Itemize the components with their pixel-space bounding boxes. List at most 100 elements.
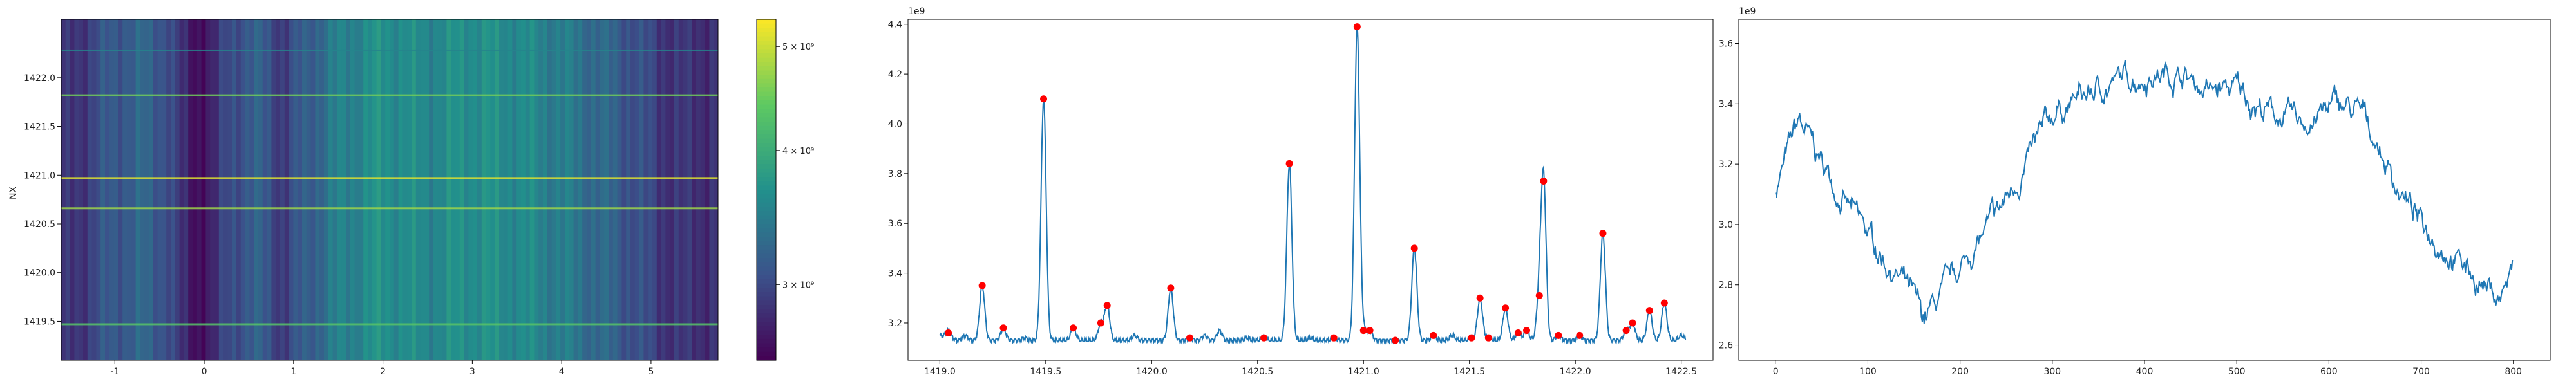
heatmap-column bbox=[687, 19, 692, 360]
colorbar-segment bbox=[757, 296, 776, 301]
heatmap-column bbox=[83, 19, 88, 360]
heatmap-column bbox=[157, 19, 162, 360]
timeseries-x-tick-label: 800 bbox=[2505, 367, 2522, 377]
colorbar-segment bbox=[757, 313, 776, 318]
colorbar-segment bbox=[757, 262, 776, 267]
heatmap-column bbox=[236, 19, 242, 360]
colorbar-segment bbox=[757, 41, 776, 46]
heatmap-bright-row bbox=[61, 207, 718, 210]
peak-marker bbox=[1353, 23, 1361, 31]
peak-marker bbox=[1167, 284, 1175, 292]
spectrum-x-tick-label: 1420.5 bbox=[1242, 367, 1273, 377]
heatmap-column bbox=[521, 19, 526, 360]
heatmap-column bbox=[442, 19, 447, 360]
heatmap-bright-row bbox=[61, 49, 718, 51]
colorbar-segment bbox=[757, 300, 776, 306]
heatmap-column bbox=[100, 19, 106, 360]
heatmap-column bbox=[179, 19, 184, 360]
heatmap-column bbox=[328, 19, 334, 360]
peak-marker bbox=[1535, 291, 1543, 299]
heatmap-y-tick-label: 1419.5 bbox=[24, 317, 55, 327]
colorbar-segment bbox=[757, 232, 776, 237]
timeseries-x-tick-label: 0 bbox=[1773, 367, 1779, 377]
heatmap-column bbox=[210, 19, 215, 360]
colorbar-segment bbox=[757, 347, 776, 353]
spectrum-x-tick-label: 1422.0 bbox=[1560, 367, 1591, 377]
heatmap-column bbox=[565, 19, 570, 360]
colorbar-segment bbox=[757, 53, 776, 59]
colorbar-segment bbox=[757, 317, 776, 322]
colorbar-segment bbox=[757, 266, 776, 271]
heatmap-column bbox=[205, 19, 211, 360]
heatmap-column bbox=[118, 19, 123, 360]
heatmap-column bbox=[315, 19, 320, 360]
heatmap-column bbox=[473, 19, 478, 360]
spectrum-x-tick-label: 1421.0 bbox=[1348, 367, 1379, 377]
heatmap-column bbox=[573, 19, 578, 360]
heatmap-column bbox=[91, 19, 97, 360]
heatmap-x-tick-label: 4 bbox=[559, 367, 565, 377]
heatmap-column bbox=[556, 19, 561, 360]
heatmap-y-axis-label: NX bbox=[8, 187, 19, 199]
colorbar-segment bbox=[757, 288, 776, 293]
colorbar-segment bbox=[757, 96, 776, 101]
timeseries-y-tick-label: 3.2 bbox=[1719, 160, 1733, 170]
heatmap-column bbox=[390, 19, 395, 360]
peak-marker bbox=[1186, 334, 1193, 342]
spectrum-x-tick-label: 1419.5 bbox=[1030, 367, 1061, 377]
peak-markers bbox=[945, 23, 1668, 344]
peak-marker bbox=[1514, 329, 1522, 336]
heatmap-column bbox=[74, 19, 79, 360]
heatmap-column bbox=[429, 19, 434, 360]
heatmap-column bbox=[227, 19, 232, 360]
colorbar-segment bbox=[757, 326, 776, 331]
heatmap-column bbox=[105, 19, 110, 360]
colorbar-segment bbox=[757, 253, 776, 259]
heatmap-column bbox=[184, 19, 189, 360]
heatmap-column bbox=[201, 19, 206, 360]
peak-marker bbox=[1523, 327, 1531, 335]
heatmap-column bbox=[79, 19, 84, 360]
colorbar-segment bbox=[757, 330, 776, 335]
heatmap-x-tick-label: 1 bbox=[290, 367, 296, 377]
colorbar-tick-label: 3 × 10⁹ bbox=[782, 280, 814, 290]
heatmap-column bbox=[240, 19, 246, 360]
colorbar-segment bbox=[757, 36, 776, 41]
colorbar-segment bbox=[757, 117, 776, 122]
colorbar-segment bbox=[757, 351, 776, 356]
colorbar-segment bbox=[757, 258, 776, 263]
colorbar-segment bbox=[757, 172, 776, 178]
heatmap-column bbox=[714, 19, 718, 360]
colorbar-segment bbox=[757, 91, 776, 96]
heatmap-column bbox=[481, 19, 487, 360]
heatmap-column bbox=[385, 19, 390, 360]
heatmap-column bbox=[591, 19, 596, 360]
colorbar-segment bbox=[757, 181, 776, 186]
spectrum-y-tick-label: 3.6 bbox=[888, 219, 902, 229]
heatmap-column bbox=[214, 19, 220, 360]
colorbar-segment bbox=[757, 151, 776, 156]
heatmap-column bbox=[122, 19, 128, 360]
peak-marker bbox=[1430, 331, 1437, 339]
colorbar-segment bbox=[757, 245, 776, 250]
heatmap-column bbox=[415, 19, 421, 360]
heatmap-column bbox=[346, 19, 351, 360]
heatmap-column bbox=[363, 19, 368, 360]
heatmap-column bbox=[678, 19, 684, 360]
heatmap-column bbox=[609, 19, 614, 360]
heatmap-column bbox=[512, 19, 517, 360]
heatmap-column bbox=[534, 19, 539, 360]
timeseries-y-tick-label: 3.4 bbox=[1719, 99, 1733, 109]
timeseries-offset-label: 1e9 bbox=[1739, 6, 1756, 17]
heatmap-column bbox=[604, 19, 609, 360]
heatmap-column bbox=[306, 19, 312, 360]
spectrum-y-tick-label: 3.2 bbox=[888, 318, 902, 329]
colorbar-segment bbox=[757, 356, 776, 361]
heatmap-column bbox=[96, 19, 101, 360]
heatmap-column bbox=[166, 19, 171, 360]
heatmap-column bbox=[162, 19, 167, 360]
colorbar-segment bbox=[757, 292, 776, 297]
colorbar-segment bbox=[757, 207, 776, 212]
heatmap-column bbox=[538, 19, 544, 360]
heatmap-column bbox=[289, 19, 294, 360]
